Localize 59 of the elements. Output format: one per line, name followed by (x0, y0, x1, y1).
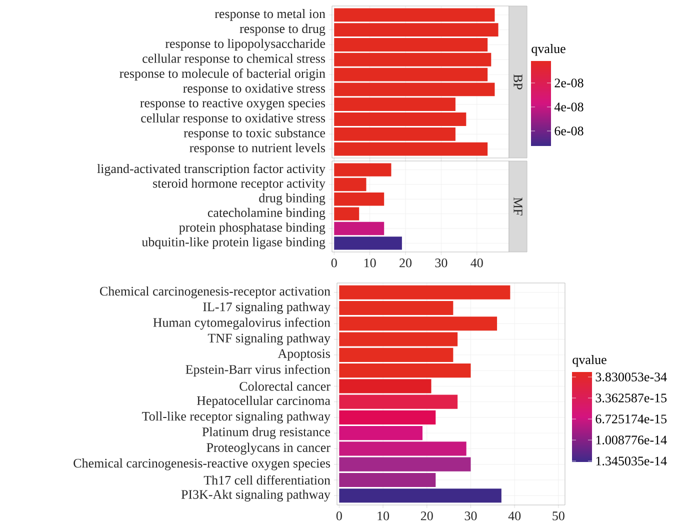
color-bar-label: 4e-08 (554, 102, 584, 112)
text: BP (514, 74, 522, 90)
bar (334, 236, 402, 250)
color-bar-label: 3.362587e-15 (596, 394, 667, 402)
x-tick-label: 20 (420, 512, 433, 520)
x-tick-label: 30 (435, 258, 448, 268)
bar (339, 488, 502, 503)
y-tick-label: catecholamine binding (208, 208, 326, 220)
x-tick-label: 10 (364, 258, 376, 268)
y-tick-label: cellular response to oxidative stress (141, 113, 326, 126)
bar (339, 379, 432, 394)
y-tick-label: Epstein-Barr virus infection (186, 364, 330, 376)
y-tick-label: response to oxidative stress (183, 84, 326, 96)
y-tick-label: response to metal ion (214, 9, 326, 21)
text: MF (514, 197, 522, 216)
x-tick-label: 0 (336, 512, 342, 520)
x-tick-label: 40 (470, 258, 483, 268)
y-tick-label: response to drug (240, 24, 326, 36)
color-bar-label: 3.830053e-34 (596, 372, 667, 382)
bar (339, 410, 436, 424)
y-tick-label: drug binding (259, 193, 326, 206)
y-tick-label: ligand-activated transcription factor activity (97, 164, 326, 176)
x-tick-label: 20 (400, 258, 412, 268)
y-tick-label: TNF signaling pathway (208, 333, 330, 346)
color-bar-label: 2e-08 (554, 78, 584, 88)
color-bar-label: 6e-08 (554, 126, 584, 136)
x-tick-label: 30 (464, 512, 477, 520)
color-bar-label: 1.345035e-14 (596, 456, 667, 466)
y-tick-label: Apoptosis (278, 349, 330, 361)
color-bar-label: 1.008776e-14 (596, 436, 667, 444)
x-tick-label: 10 (378, 512, 390, 520)
y-tick-label: Th17 cell differentiation (204, 475, 330, 485)
bar (334, 222, 384, 236)
y-tick-label: response to molecule of bacterial origin (120, 68, 326, 81)
y-tick-label: Chemical carcinogenesis-receptor activation (100, 286, 330, 298)
color-bar-title: qvalue (572, 355, 606, 367)
x-tick-label: 50 (552, 512, 564, 520)
y-tick-label: ubquitin-like protein ligase binding (142, 237, 326, 250)
x-tick-label: 0 (331, 258, 337, 268)
y-tick-label: Platinum drug resistance (202, 427, 330, 439)
x-tick-label: 40 (508, 512, 521, 520)
y-tick-label: response to reactive oxygen species (140, 98, 326, 110)
color-bar-label: 6.725174e-15 (596, 414, 667, 424)
y-tick-label: Chemical carcinogenesis-reactive oxygen species (74, 458, 330, 470)
y-tick-label: response to lipopolysaccharide (165, 38, 326, 51)
y-tick-label: Toll-like receptor signaling pathway (142, 412, 330, 424)
y-tick-label: cellular response to chemical stress (142, 54, 326, 66)
y-tick-label: Hepatocellular carcinoma (196, 396, 330, 408)
y-tick-label: Proteoglycans in cancer (206, 442, 330, 455)
y-tick-label: steroid hormone receptor activity (153, 178, 326, 190)
color-bar-title: qvalue (532, 44, 566, 56)
y-tick-label: response to toxic substance (184, 128, 326, 140)
y-tick-label: protein phosphatase binding (179, 222, 326, 234)
bar (339, 394, 458, 409)
y-tick-label: Human cytomegalovirus infection (153, 318, 330, 330)
y-tick-label: PI3K-Akt signaling pathway (181, 490, 330, 502)
y-tick-label: Colorectal cancer (240, 382, 330, 391)
y-tick-label: response to nutrient levels (190, 143, 326, 155)
y-tick-label: IL-17 signaling pathway (203, 302, 330, 314)
